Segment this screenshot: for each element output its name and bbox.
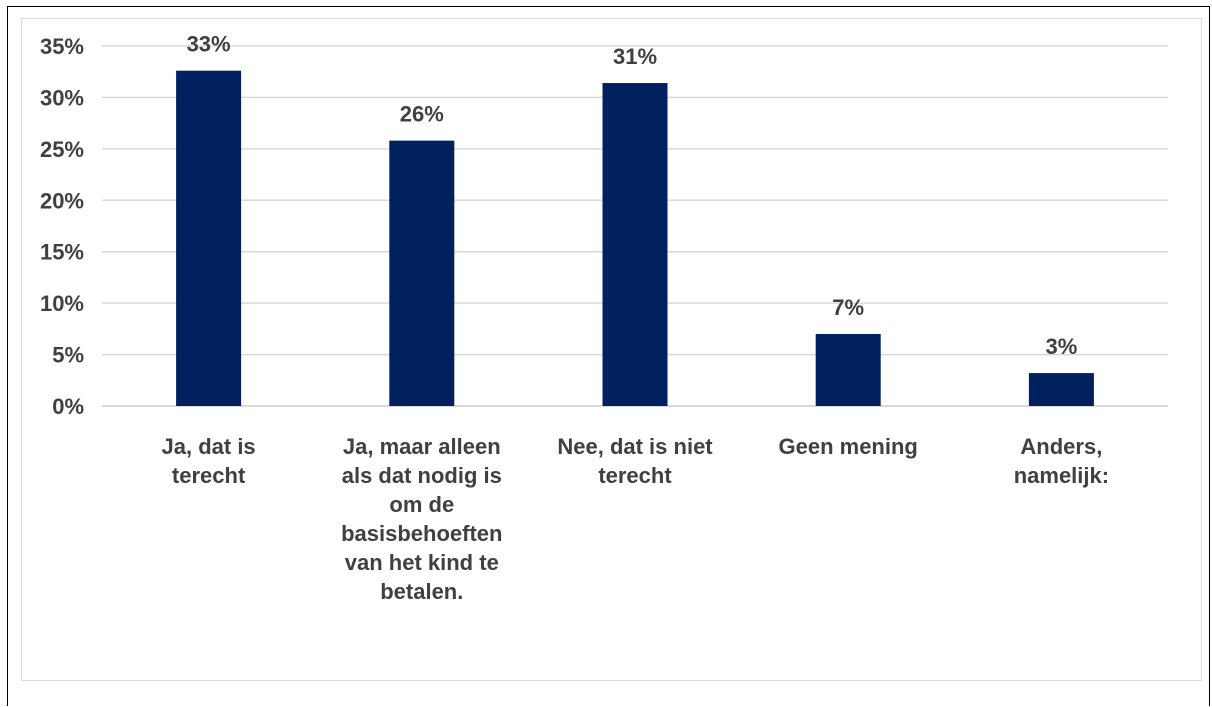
bar: [389, 140, 455, 406]
category-label-line: Geen mening: [778, 434, 918, 459]
data-labels: 33% 26% 31% 7% 3%: [187, 32, 1078, 359]
category-label-line: terecht: [171, 463, 246, 488]
category-label-line: van het kind te: [344, 550, 499, 575]
data-label: 26%: [400, 102, 444, 127]
category-label-line: Ja, dat is: [161, 434, 256, 459]
y-tick-label: 5%: [52, 343, 84, 368]
chart-area: 0% 5% 10% 15% 20% 25% 30% 35% 33% 26% 31% 7% 3% Ja,…: [21, 18, 1202, 681]
data-label: 7%: [832, 295, 864, 320]
y-tick-label: 30%: [40, 85, 84, 110]
category-label-line: Nee, dat is niet: [557, 434, 713, 459]
category-label: Ja, maar alleen als dat nodig is om de basi…: [322, 432, 522, 606]
category-label: Geen mening: [748, 432, 948, 461]
bar: [176, 70, 242, 406]
category-label-line: terecht: [598, 463, 672, 488]
bar: [602, 83, 668, 407]
y-tick-label: 15%: [40, 240, 84, 265]
bars: [176, 70, 1094, 407]
category-label-line: Anders,: [1020, 434, 1103, 459]
category-label: Anders, namelijk:: [961, 432, 1161, 490]
category-label-line: om de: [389, 492, 455, 517]
y-axis-tick-labels: 0% 5% 10% 15% 20% 25% 30% 35%: [40, 34, 84, 419]
bar: [1028, 373, 1094, 406]
category-label: Ja, dat is terecht: [109, 432, 309, 490]
y-tick-label: 35%: [40, 34, 84, 59]
y-tick-label: 25%: [40, 137, 84, 162]
y-tick-label: 0%: [52, 394, 84, 419]
page-frame: [7, 6, 1210, 706]
category-label-line: betalen.: [380, 579, 464, 604]
category-label-line: basisbehoeften: [341, 521, 503, 546]
data-label: 3%: [1046, 334, 1078, 359]
bar-chart: 0% 5% 10% 15% 20% 25% 30% 35% 33% 26% 31% 7% 3%: [40, 32, 1168, 419]
category-label-line: namelijk:: [1013, 463, 1110, 488]
y-tick-label: 10%: [40, 291, 84, 316]
y-tick-label: 20%: [40, 188, 84, 213]
data-label: 33%: [187, 32, 231, 57]
category-label: Nee, dat is niet terecht: [535, 432, 735, 490]
category-label-line: Ja, maar alleen: [342, 434, 501, 459]
category-label-line: als dat nodig is: [341, 463, 502, 488]
data-label: 31%: [613, 44, 657, 69]
bar: [815, 334, 881, 406]
